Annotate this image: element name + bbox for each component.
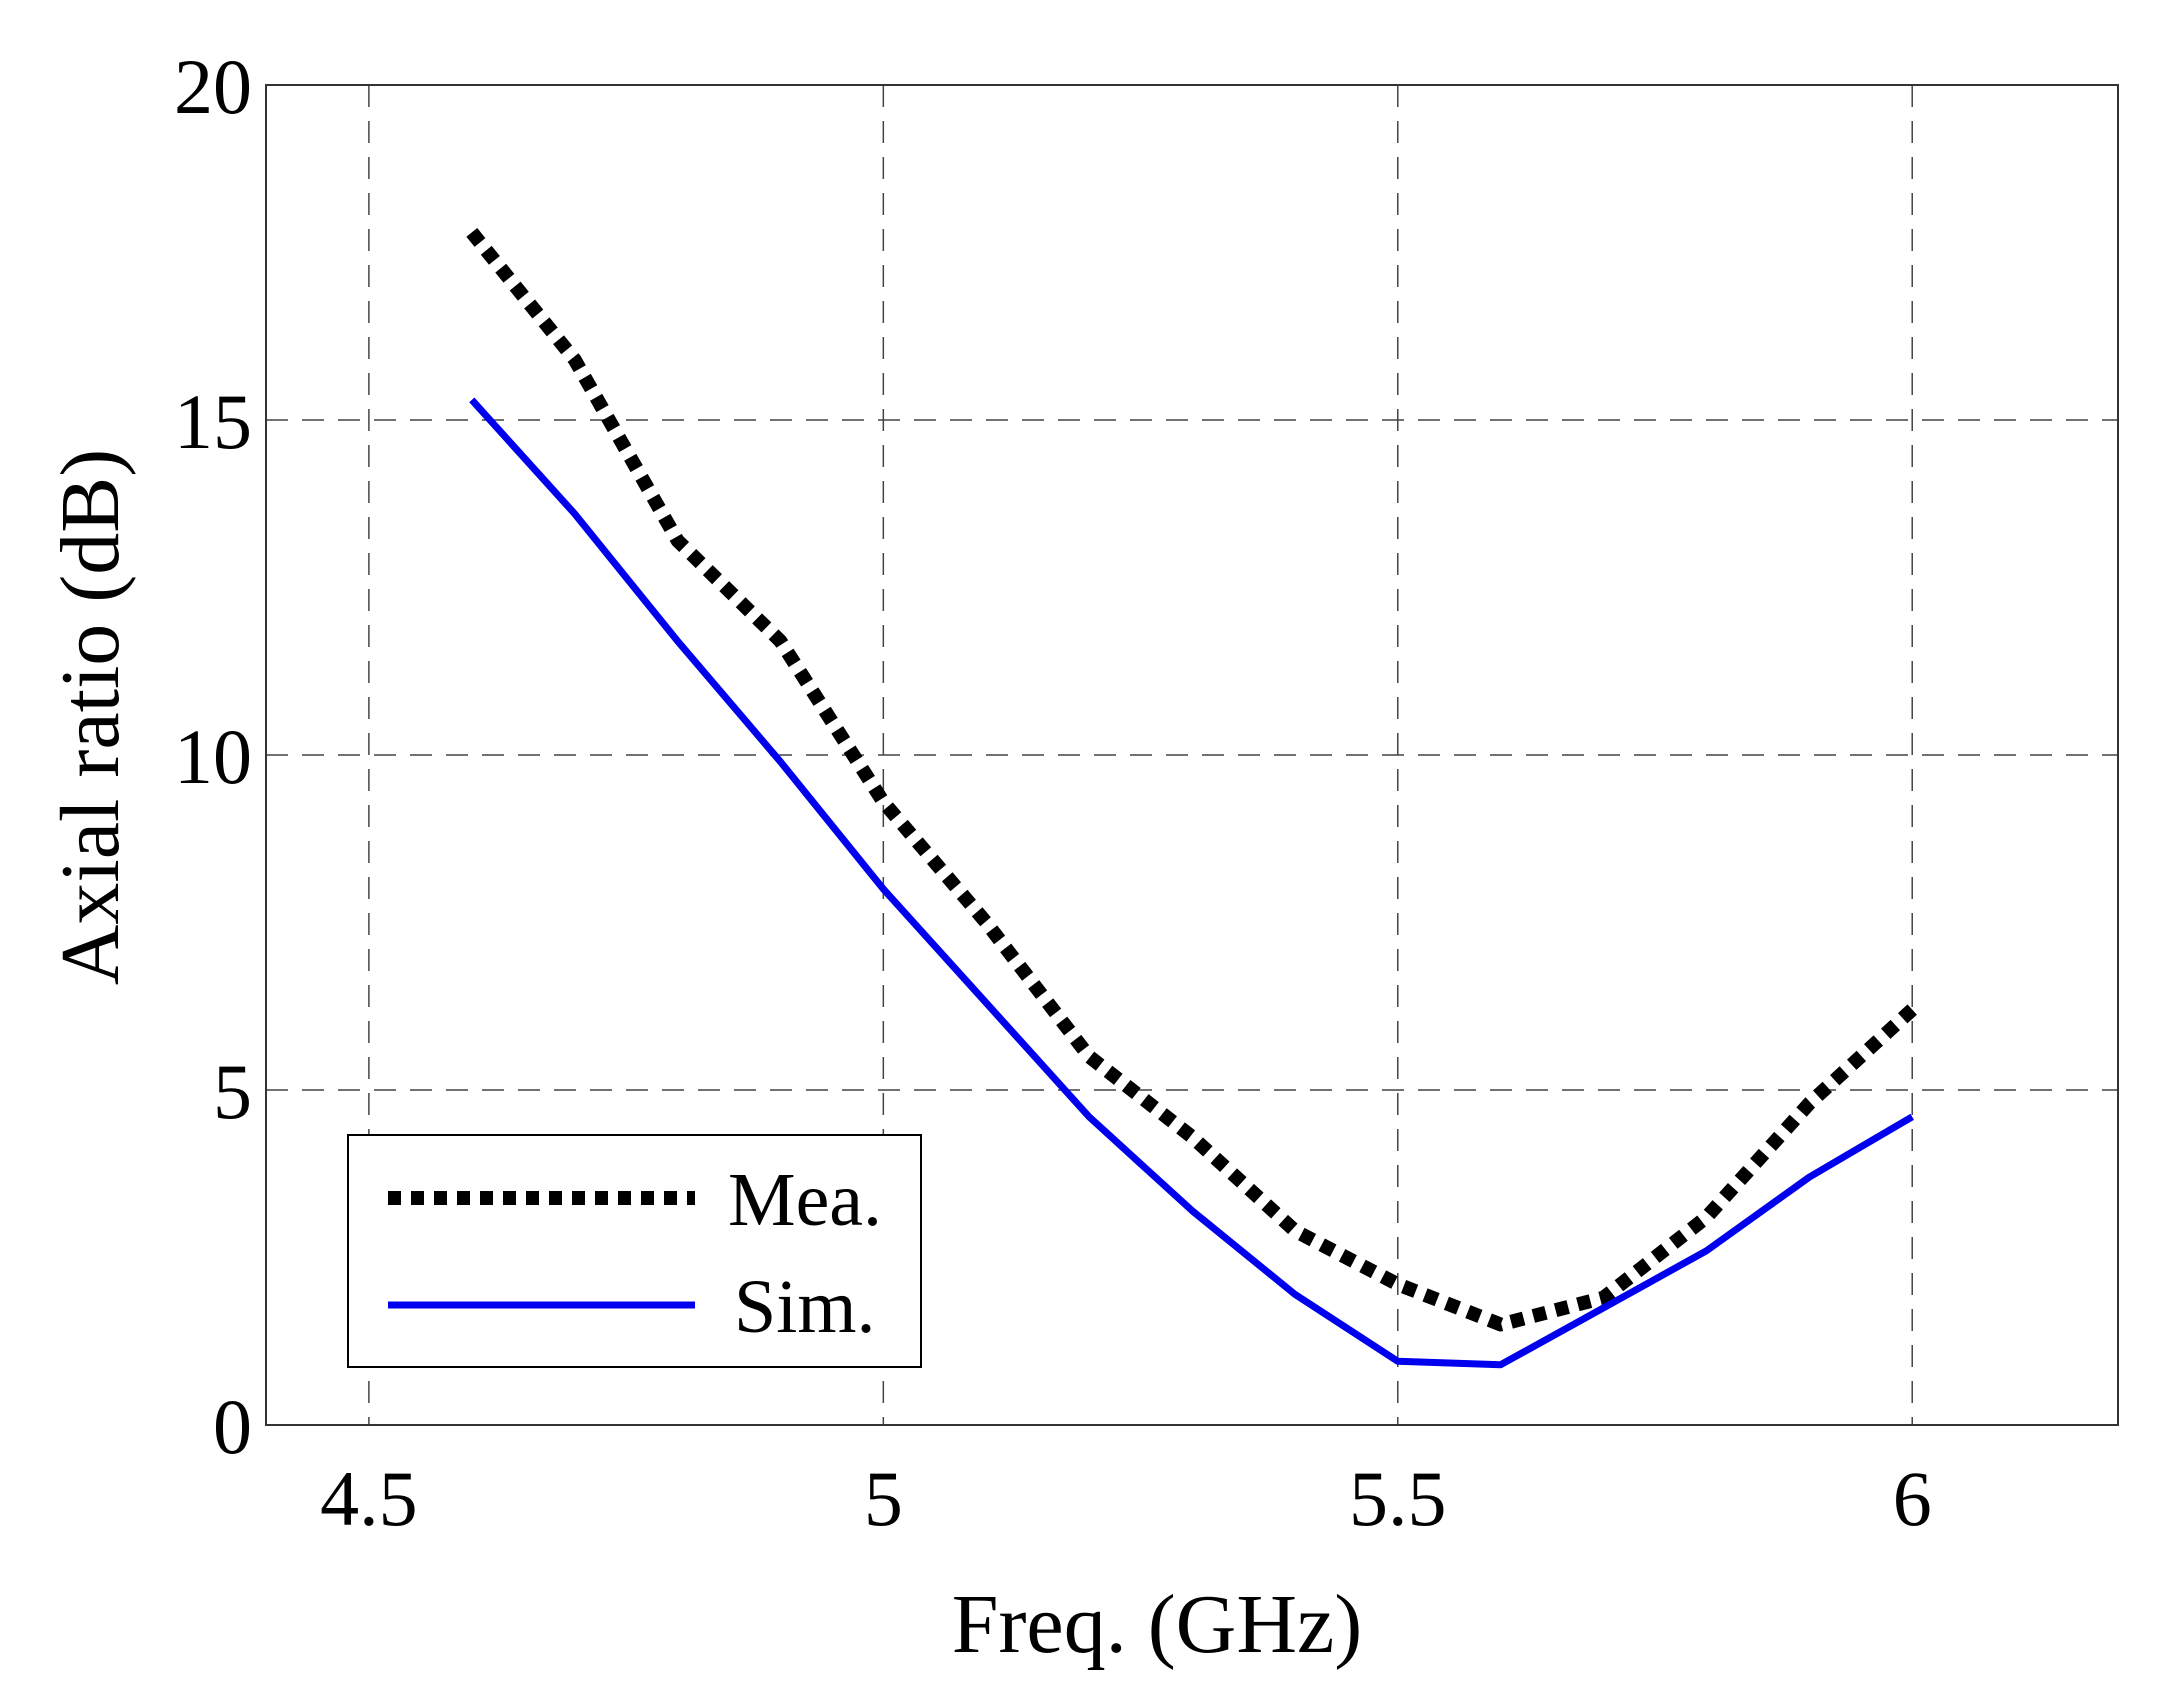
- series-mea-line: [466, 227, 1917, 1332]
- legend-box: [347, 1134, 922, 1368]
- series-layer: [466, 227, 1917, 1369]
- y-tick-label: 0: [213, 1383, 252, 1470]
- x-tick-label: 6: [1893, 1455, 1932, 1542]
- y-tick-label: 20: [174, 43, 252, 130]
- x-axis-label: Freq. (GHz): [952, 1578, 1363, 1671]
- legend: Mea. Sim.: [347, 1134, 922, 1368]
- x-tick-label: 5: [864, 1455, 903, 1542]
- x-tick-label: 5.5: [1349, 1455, 1447, 1542]
- y-tick-label: 5: [213, 1048, 252, 1135]
- x-tick-label: 4.5: [320, 1455, 418, 1542]
- tick-labels: 4.5 5 5.5 6 0 5 10 15 20: [174, 43, 1932, 1542]
- y-tick-label: 15: [174, 378, 252, 465]
- y-axis-label: Axial ratio (dB): [44, 449, 137, 986]
- plot-area-frame: [265, 84, 2119, 1426]
- series-sim-line: [469, 397, 1914, 1369]
- legend-sim-label: Sim.: [734, 1265, 876, 1349]
- y-tick-label: 10: [174, 713, 252, 800]
- legend-mea-label: Mea.: [728, 1158, 882, 1242]
